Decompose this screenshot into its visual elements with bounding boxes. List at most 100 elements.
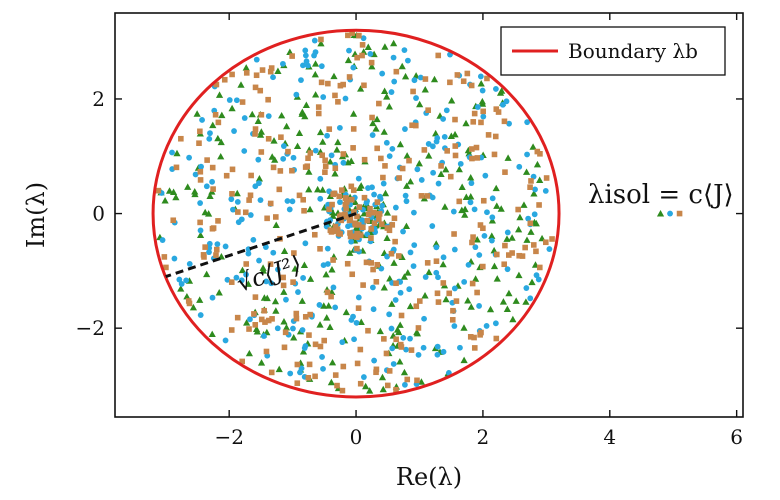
scatter-point-square	[294, 361, 301, 368]
scatter-point-square	[173, 164, 180, 171]
scatter-point-circle	[472, 244, 479, 251]
scatter-point-square	[417, 298, 423, 304]
scatter-point-triangle	[299, 347, 308, 355]
scatter-point-triangle	[255, 175, 264, 182]
scatter-point-triangle	[478, 97, 486, 105]
scatter-point-square	[161, 254, 168, 260]
scatter-point-triangle	[312, 91, 320, 98]
scatter-point-square	[259, 67, 266, 73]
scatter-point-square	[324, 289, 331, 296]
scatter-point-square	[273, 214, 279, 220]
scatter-point-circle	[311, 37, 318, 44]
scatter-point-triangle	[278, 111, 286, 119]
scatter-point-triangle	[270, 137, 278, 144]
scatter-point-square	[389, 222, 396, 228]
scatter-point-square	[327, 227, 334, 234]
scatter-point-triangle	[334, 138, 342, 146]
x-tick-label: 4	[603, 425, 616, 449]
scatter-point-circle	[465, 261, 472, 268]
scatter-point-square	[221, 76, 228, 83]
scatter-point-square	[376, 100, 382, 107]
scatter-point-square	[537, 151, 543, 157]
scatter-point-square	[480, 108, 486, 115]
scatter-point-square	[414, 377, 420, 384]
scatter-point-square	[315, 110, 322, 117]
scatter-point-circle	[414, 166, 421, 173]
scatter-point-triangle	[293, 142, 302, 150]
scatter-point-square	[468, 82, 475, 89]
scatter-point-triangle	[467, 303, 475, 310]
scatter-point-square	[360, 224, 366, 231]
scatter-point-square	[336, 193, 343, 200]
scatter-point-square	[469, 146, 475, 152]
scatter-point-circle	[176, 276, 183, 283]
scatter-point-circle	[355, 294, 362, 301]
scatter-point-triangle	[280, 247, 289, 254]
scatter-point-circle	[411, 242, 418, 249]
scatter-point-triangle	[383, 93, 391, 100]
scatter-point-square	[470, 234, 476, 240]
scatter-point-triangle	[243, 319, 251, 326]
scatter-point-square	[418, 193, 425, 199]
scatter-point-square	[253, 72, 260, 79]
scatter-point-square	[477, 222, 484, 228]
scatter-point-triangle	[217, 152, 225, 160]
scatter-point-square	[339, 187, 345, 193]
scatter-point-square	[325, 80, 331, 87]
scatter-point-triangle	[362, 382, 370, 390]
scatter-point-circle	[235, 219, 242, 226]
scatter-point-triangle	[488, 217, 496, 224]
scatter-point-square	[374, 261, 381, 268]
scatter-point-square	[356, 32, 362, 39]
scatter-point-circle	[425, 141, 432, 147]
scatter-point-triangle	[331, 169, 339, 177]
scatter-point-circle	[532, 186, 538, 193]
scatter-point-square	[349, 271, 356, 278]
scatter-point-triangle	[464, 296, 472, 304]
scatter-point-square	[386, 227, 393, 234]
scatter-point-square	[380, 174, 386, 181]
scatter-point-circle	[280, 60, 286, 67]
scatter-point-circle	[178, 281, 185, 287]
scatter-point-triangle	[381, 87, 389, 95]
scatter-point-triangle	[203, 270, 211, 278]
scatter-point-square	[384, 382, 391, 389]
scatter-point-triangle	[326, 192, 334, 200]
scatter-point-square	[307, 150, 314, 156]
scatter-point-circle	[295, 289, 301, 295]
scatter-point-triangle	[508, 234, 516, 241]
scatter-point-circle	[433, 244, 440, 251]
scatter-point-circle	[265, 113, 272, 120]
scatter-point-square	[280, 274, 286, 281]
scatter-point-circle	[386, 153, 393, 160]
scatter-point-triangle	[242, 64, 250, 71]
scatter-point-triangle	[442, 295, 450, 303]
scatter-point-triangle	[196, 296, 204, 303]
scatter-point-square	[406, 157, 412, 164]
radius-annotation: √c⟨J²⟩	[233, 250, 305, 298]
scatter-point-square	[328, 293, 334, 300]
scatter-point-square	[359, 52, 365, 59]
scatter-point-triangle	[509, 315, 517, 323]
scatter-point-circle	[245, 250, 252, 257]
scatter-point-circle	[369, 184, 375, 191]
scatter-point-triangle	[503, 305, 511, 313]
scatter-point-circle	[484, 209, 490, 216]
scatter-point-circle	[351, 336, 357, 343]
scatter-point-triangle	[191, 190, 199, 198]
scatter-point-circle	[256, 257, 262, 264]
scatter-point-circle	[299, 327, 306, 333]
scatter-point-square	[213, 81, 220, 88]
scatter-point-triangle	[381, 189, 390, 197]
scatter-point-circle	[527, 295, 534, 302]
scatter-point-circle	[238, 277, 245, 284]
scatter-point-square	[300, 196, 307, 203]
scatter-point-square	[252, 126, 259, 132]
scatter-point-triangle	[425, 152, 433, 159]
scatter-point-triangle	[209, 121, 217, 129]
scatter-point-square	[502, 169, 508, 175]
scatter-point-square	[242, 209, 249, 216]
scatter-point-square	[209, 225, 216, 232]
scatter-point-square	[335, 99, 341, 105]
scatter-point-square	[368, 59, 375, 66]
